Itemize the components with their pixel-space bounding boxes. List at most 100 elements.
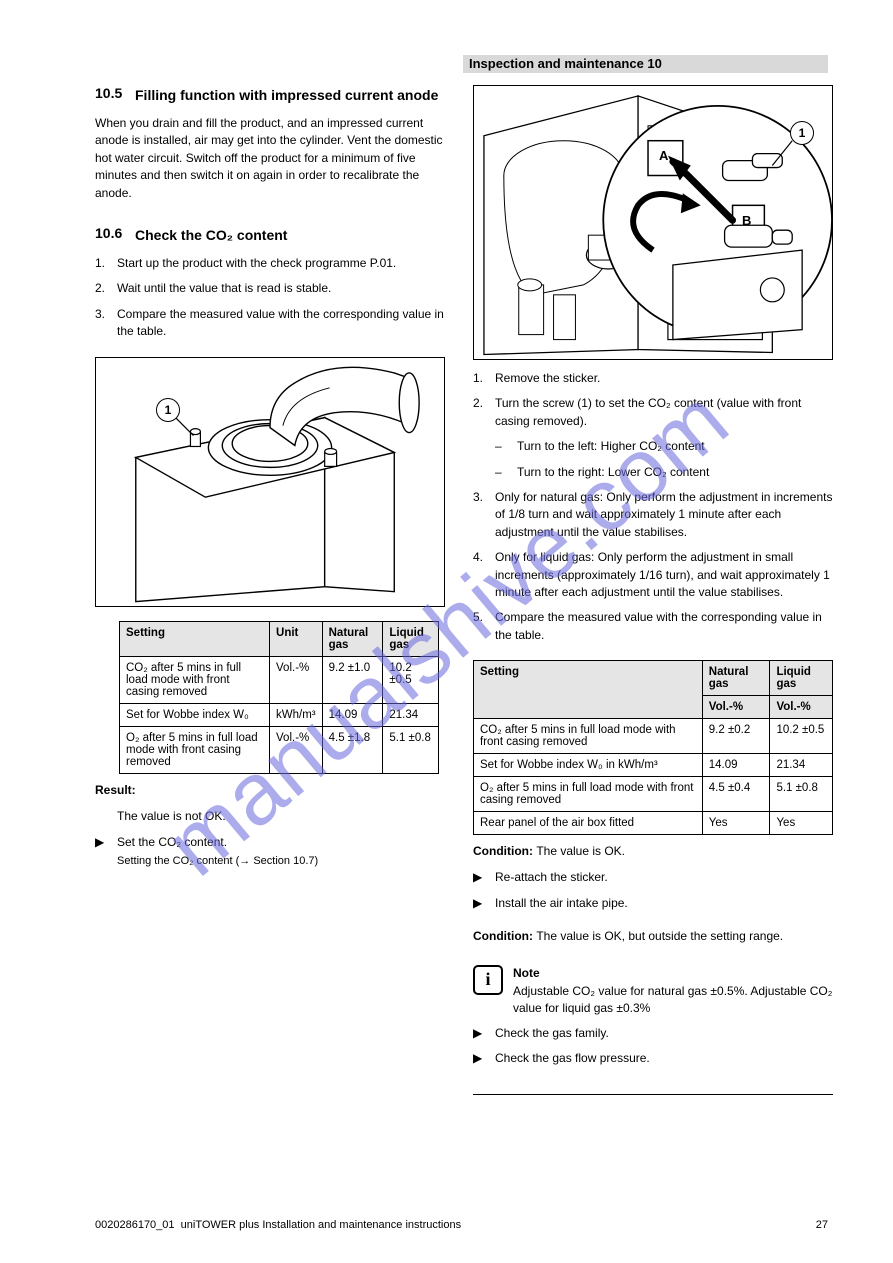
callout-1: 1 (790, 121, 814, 145)
action-text: Re-attach the sticker. (495, 869, 833, 886)
note-title: Note (513, 965, 833, 982)
table-row: CO₂ after 5 mins in full load mode with … (474, 719, 833, 754)
td: 4.5 ±1.8 (322, 726, 383, 773)
result-text: The value is not OK. (117, 808, 445, 825)
header-title: Inspection and maintenance 10 (469, 56, 662, 71)
condition-label: Condition: The value is OK, but outside … (473, 928, 833, 945)
td: 21.34 (383, 703, 439, 726)
td: Vol.‑% (270, 656, 323, 703)
result-ref: Setting the CO₂ content (→ Section 10.7) (117, 855, 318, 867)
th: Setting (120, 621, 270, 656)
td: Yes (770, 812, 833, 835)
table-header-row: Setting Natural gas Liquid gas (474, 661, 833, 696)
step: 2.Turn the screw (1) to set the CO₂ cont… (473, 395, 833, 430)
figure-gas-valve-screw: 1 A B (473, 85, 833, 360)
table-row: Set for Wobbe index W₀ in kWh/m³ 14.09 2… (474, 754, 833, 777)
section-10-7: 10.7 1.Remove the sticker. 2.Turn the sc… (473, 370, 833, 652)
th: Natural gas (322, 621, 383, 656)
doc-id-text: 0020286170_01 (95, 1219, 175, 1231)
result-action-text: Set the CO₂ content. (117, 835, 227, 849)
th: Natural gas (702, 661, 770, 696)
table-row: CO₂ after 5 mins in full load mode with … (120, 656, 439, 703)
bullet: –Turn to the left: Higher CO₂ content (495, 438, 833, 455)
action: ▶Check the gas flow pressure. (473, 1050, 833, 1067)
step-text: Only for natural gas: Only perform the a… (495, 489, 833, 541)
action-text: Install the air intake pipe. (495, 895, 833, 912)
th: Liquid gas (383, 621, 439, 656)
td: Set for Wobbe index W₀ in kWh/m³ (474, 754, 703, 777)
table-row: Set for Wobbe index W₀ kWh/m³ 14.09 21.3… (120, 703, 439, 726)
step: 3. Compare the measured value with the c… (95, 306, 445, 341)
table-row: Rear panel of the air box fitted Yes Yes (474, 812, 833, 835)
step: 4.Only for liquid gas: Only perform the … (473, 549, 833, 601)
step: 2. Wait until the value that is read is … (95, 280, 445, 297)
section-10-5: 10.5 Filling function with impressed cur… (95, 85, 445, 211)
page-number: 27 (816, 1219, 828, 1231)
step-text: Start up the product with the check prog… (117, 255, 445, 272)
step-text: Only for liquid gas: Only perform the ad… (495, 549, 833, 601)
columns: 10.5 Filling function with impressed cur… (95, 85, 828, 1113)
callout-1: 1 (156, 398, 180, 422)
footer-doc-id: 0020286170_01 uniTOWER plus Installation… (95, 1219, 461, 1231)
td: 10.2 ±0.5 (383, 656, 439, 703)
step-num: 2. (95, 280, 117, 297)
step-text: Compare the measured value with the corr… (117, 306, 445, 341)
step-text: Compare the measured value with the corr… (495, 609, 833, 644)
column-left: 10.5 Filling function with impressed cur… (95, 85, 445, 1113)
action-text: Check the gas family. (495, 1025, 833, 1042)
arrow-icon: ▶ (95, 834, 117, 869)
step-text: Remove the sticker. (495, 370, 833, 387)
td: CO₂ after 5 mins in full load mode with … (120, 656, 270, 703)
step: 1. Start up the product with the check p… (95, 255, 445, 272)
section-title: Check the CO₂ content (135, 227, 445, 243)
th: Setting (474, 661, 703, 719)
flue-illustration (96, 358, 444, 607)
condition-text: The value is OK. (536, 844, 625, 858)
result-heading: Result: (95, 782, 445, 799)
condition-text: The value is OK, but outside the setting… (536, 929, 783, 943)
td: kWh/m³ (270, 703, 323, 726)
td: Vol.‑% (270, 726, 323, 773)
section-body: When you drain and fill the product, and… (95, 115, 445, 202)
table-row: O₂ after 5 mins in full load mode with f… (474, 777, 833, 812)
td: O₂ after 5 mins in full load mode with f… (120, 726, 270, 773)
header-title-bar: Inspection and maintenance 10 (463, 55, 828, 73)
bullet-text: Turn to the left: Higher CO₂ content (517, 438, 833, 455)
step: 5.Compare the measured value with the co… (473, 609, 833, 644)
section-title: Filling function with impressed current … (135, 87, 445, 103)
note-text: Adjustable CO₂ value for natural gas ±0.… (513, 983, 833, 1017)
gas-valve-illustration (474, 86, 832, 359)
step-text: Turn the screw (1) to set the CO₂ conten… (495, 395, 833, 430)
column-right: 1 A B 10.7 1.Remove the sticker. 2.Turn … (473, 85, 833, 1113)
td: Yes (702, 812, 770, 835)
action: ▶Check the gas family. (473, 1025, 833, 1042)
td: 21.34 (770, 754, 833, 777)
table-co2-set: Setting Natural gas Liquid gas Vol.‑% Vo… (473, 660, 833, 835)
td: 14.09 (322, 703, 383, 726)
action-text: Check the gas flow pressure. (495, 1050, 833, 1067)
td: Rear panel of the air box fitted (474, 812, 703, 835)
th: Unit (270, 621, 323, 656)
step-num: 3. (95, 306, 117, 341)
td: O₂ after 5 mins in full load mode with f… (474, 777, 703, 812)
section-10-6: 10.6 Check the CO₂ content 1. Start up t… (95, 225, 445, 349)
th: Vol.‑% (770, 696, 833, 719)
table-row: O₂ after 5 mins in full load mode with f… (120, 726, 439, 773)
action: ▶Install the air intake pipe. (473, 895, 833, 912)
td: Set for Wobbe index W₀ (120, 703, 270, 726)
bullet: –Turn to the right: Lower CO₂ content (495, 464, 833, 481)
page: Inspection and maintenance 10 manualshiv… (0, 0, 893, 1263)
bullet-text: Turn to the right: Lower CO₂ content (517, 464, 833, 481)
condition-label: Condition: The value is OK. (473, 843, 833, 860)
label-a: A (659, 148, 668, 163)
td: 9.2 ±0.2 (702, 719, 770, 754)
td: CO₂ after 5 mins in full load mode with … (474, 719, 703, 754)
td: 14.09 (702, 754, 770, 777)
step: 1.Remove the sticker. (473, 370, 833, 387)
step: 3.Only for natural gas: Only perform the… (473, 489, 833, 541)
td: 9.2 ±1.0 (322, 656, 383, 703)
td: 10.2 ±0.5 (770, 719, 833, 754)
td: 4.5 ±0.4 (702, 777, 770, 812)
result-action: ▶ Set the CO₂ content. Setting the CO₂ c… (95, 834, 445, 869)
info-icon: i (473, 965, 503, 995)
